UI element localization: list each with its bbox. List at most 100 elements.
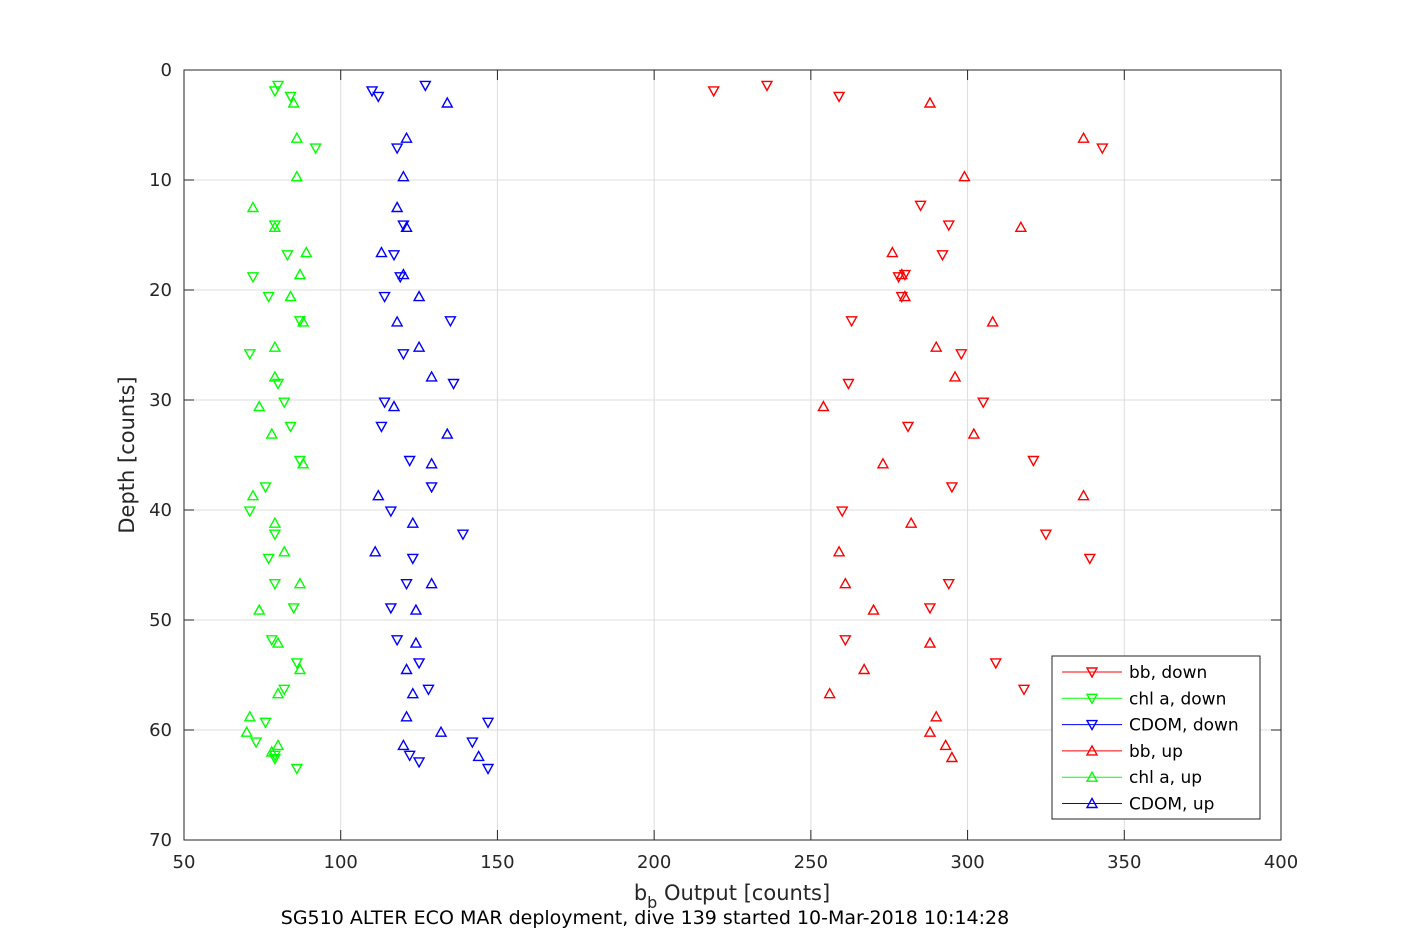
data-point	[268, 753, 282, 766]
data-point	[397, 349, 410, 361]
series-4	[240, 96, 313, 757]
data-point	[293, 268, 307, 280]
x-tick-label: 50	[173, 852, 196, 873]
data-point	[425, 577, 438, 589]
data-point	[817, 400, 830, 412]
data-point	[290, 763, 304, 775]
data-point	[309, 143, 322, 155]
data-point	[419, 80, 432, 92]
data-point	[434, 725, 448, 737]
data-point	[296, 457, 310, 469]
legend-marker	[1085, 797, 1099, 809]
data-point	[945, 482, 959, 494]
data-point	[1083, 553, 1096, 565]
data-point	[372, 91, 385, 103]
data-point	[378, 291, 391, 304]
data-point	[265, 635, 278, 647]
data-point	[412, 658, 426, 670]
data-point	[958, 170, 971, 182]
data-point	[262, 291, 275, 304]
data-point	[240, 725, 253, 737]
data-point	[923, 725, 937, 737]
legend-marker	[1085, 770, 1099, 782]
data-point	[372, 489, 385, 501]
y-tick-label: 40	[149, 500, 172, 521]
data-point	[284, 290, 297, 302]
legend-marker	[1085, 693, 1099, 705]
data-point	[390, 201, 404, 213]
ticks: 50 100 150 200 250 300 350 400 0 10 20 30 40 50 60 70	[149, 60, 1298, 873]
data-point	[271, 738, 285, 751]
y-tick-label: 70	[149, 830, 172, 851]
data-point	[384, 506, 398, 518]
data-point	[397, 170, 410, 182]
data-point	[259, 482, 272, 494]
data-point	[936, 250, 949, 262]
x-tick-label: 300	[950, 852, 984, 873]
data-point	[400, 131, 413, 143]
data-point	[441, 427, 454, 439]
data-point	[378, 397, 391, 409]
data-point	[394, 272, 407, 284]
data-point	[397, 738, 410, 751]
data-point	[284, 421, 297, 433]
data-point	[1077, 131, 1090, 143]
x-axis-label-main: b	[634, 881, 647, 905]
data-point	[293, 577, 307, 589]
data-point	[898, 290, 912, 302]
data-point	[271, 80, 285, 92]
y-axis-label: Depth [counts]	[115, 376, 139, 533]
data-point	[243, 349, 257, 361]
data-point	[243, 710, 257, 722]
data-point	[977, 397, 990, 409]
data-point	[375, 246, 388, 258]
caption: SG510 ALTER ECO MAR deployment, dive 139…	[281, 907, 1009, 929]
x-tick-label: 400	[1264, 852, 1298, 873]
data-point	[293, 663, 307, 675]
data-point	[400, 579, 413, 591]
data-point	[441, 96, 454, 108]
series-1	[243, 80, 322, 775]
data-point	[857, 663, 871, 675]
legend-marker	[1085, 744, 1099, 756]
data-point	[403, 750, 416, 762]
series-3	[817, 96, 1090, 763]
data-point	[836, 506, 849, 518]
x-tick-label: 150	[480, 852, 514, 873]
data-point	[923, 603, 937, 615]
data-point	[422, 684, 435, 696]
data-point	[942, 220, 955, 232]
data-point	[930, 710, 943, 722]
data-point	[268, 516, 282, 528]
data-point	[387, 400, 401, 412]
data-point	[397, 268, 410, 280]
data-point	[293, 316, 307, 328]
data-point	[397, 220, 410, 232]
data-point	[839, 635, 852, 647]
series-5	[369, 96, 485, 762]
data-point	[823, 687, 836, 699]
data-point	[1027, 455, 1040, 467]
data-point	[246, 489, 260, 501]
data-point	[839, 577, 852, 589]
data-point	[265, 745, 278, 757]
data-point	[406, 553, 419, 565]
data-point	[876, 457, 890, 469]
data-point	[287, 603, 300, 615]
data-point	[268, 579, 282, 591]
data-point	[271, 636, 285, 648]
series-layer	[240, 80, 1109, 775]
data-point	[246, 272, 260, 284]
y-tick-label: 20	[149, 280, 172, 301]
data-point	[400, 663, 413, 675]
data-point	[425, 457, 438, 469]
data-point	[375, 421, 388, 433]
data-point	[760, 80, 774, 92]
data-point	[253, 400, 266, 412]
data-point	[400, 710, 413, 722]
data-point	[296, 315, 310, 327]
data-point	[406, 516, 419, 528]
data-point	[425, 370, 438, 382]
data-point	[284, 91, 297, 103]
